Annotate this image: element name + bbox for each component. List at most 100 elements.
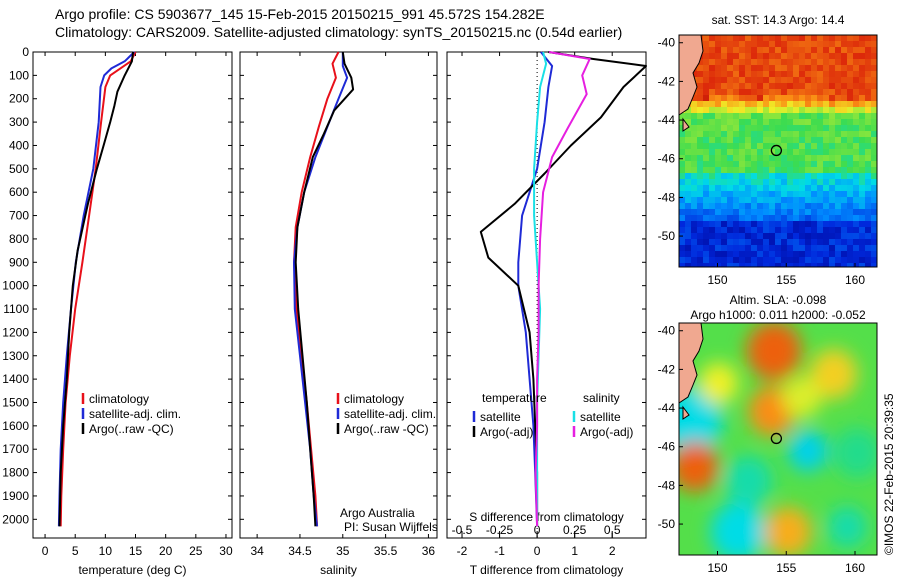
map-cell [871, 143, 877, 149]
x-tick-label: -2 [457, 544, 468, 558]
map-cell [739, 227, 745, 233]
map-cell [799, 143, 805, 149]
map-cell [829, 179, 835, 185]
map-cell [787, 197, 793, 203]
map-cell [811, 35, 817, 41]
map-cell [763, 227, 769, 233]
map-cell [715, 239, 721, 245]
map-cell [691, 191, 697, 197]
map-cell [841, 143, 847, 149]
map-cell [679, 179, 685, 185]
map-cell [763, 179, 769, 185]
sla-blob [746, 323, 802, 381]
map-cell [859, 65, 865, 71]
map-cell [715, 179, 721, 185]
map-cell [829, 83, 835, 89]
map-cell [865, 83, 871, 89]
map-cell [871, 215, 877, 221]
map-cell [865, 95, 871, 101]
map-cell [703, 215, 709, 221]
map-cell [709, 167, 715, 173]
map-cell [787, 263, 793, 267]
map-cell [727, 185, 733, 191]
map-cell [847, 65, 853, 71]
map-cell [775, 131, 781, 137]
map-cell [775, 167, 781, 173]
map-cell [799, 95, 805, 101]
map-cell [793, 77, 799, 83]
map-cell [865, 59, 871, 65]
map-title-line: Argo h1000: 0.011 h2000: -0.052 [690, 308, 866, 322]
map-cell [745, 197, 751, 203]
map-cell [763, 173, 769, 179]
map-cell [757, 71, 763, 77]
map-cell [691, 233, 697, 239]
map-cell [787, 77, 793, 83]
map-cell [679, 137, 685, 143]
map-cell [835, 209, 841, 215]
map-cell [793, 251, 799, 257]
map-cell [853, 113, 859, 119]
map-cell [799, 161, 805, 167]
map-cell [787, 143, 793, 149]
map-cell [745, 215, 751, 221]
map-cell [715, 233, 721, 239]
map-cell [799, 191, 805, 197]
map-cell [763, 191, 769, 197]
map-cell [715, 83, 721, 89]
map-cell [835, 137, 841, 143]
map-cell [799, 41, 805, 47]
map-cell [709, 101, 715, 107]
map-cell [847, 263, 853, 267]
map-cell [817, 101, 823, 107]
map-cell [727, 137, 733, 143]
map-cell [715, 125, 721, 131]
map-cell [733, 95, 739, 101]
map-cell [823, 149, 829, 155]
map-cell [811, 59, 817, 65]
map-cell [793, 53, 799, 59]
map-cell [823, 173, 829, 179]
map-cell [841, 137, 847, 143]
map-cell [841, 113, 847, 119]
map-cell [829, 203, 835, 209]
map-cell [739, 83, 745, 89]
map-cell [685, 167, 691, 173]
map-cell [835, 227, 841, 233]
map-cell [823, 185, 829, 191]
series-line-salinity-magenta [534, 51, 591, 527]
map-cell [847, 113, 853, 119]
map-cell [721, 233, 727, 239]
map-cell [715, 209, 721, 215]
map-cell [721, 179, 727, 185]
map-cell [859, 101, 865, 107]
y-tick-label: 900 [9, 255, 29, 269]
map-cell [769, 41, 775, 47]
map-cell [727, 257, 733, 263]
map-cell [805, 113, 811, 119]
map-cell [859, 83, 865, 89]
map-field [679, 35, 877, 267]
map-cell [787, 95, 793, 101]
sla-blob [679, 441, 719, 492]
map-cell [721, 215, 727, 221]
map-cell [871, 77, 877, 83]
map-cell [727, 71, 733, 77]
y-tick-label: 600 [9, 185, 29, 199]
map-cell [823, 125, 829, 131]
map-cell [793, 239, 799, 245]
map-cell [733, 47, 739, 53]
map-cell [811, 257, 817, 263]
map-cell [799, 59, 805, 65]
map-cell [697, 161, 703, 167]
map-cell [871, 137, 877, 143]
map-cell [745, 107, 751, 113]
map-cell [697, 167, 703, 173]
map-cell [763, 149, 769, 155]
map-cell [703, 227, 709, 233]
map-cell [811, 137, 817, 143]
map-cell [853, 89, 859, 95]
map-cell [817, 221, 823, 227]
map-cell [871, 173, 877, 179]
map-cell [697, 209, 703, 215]
